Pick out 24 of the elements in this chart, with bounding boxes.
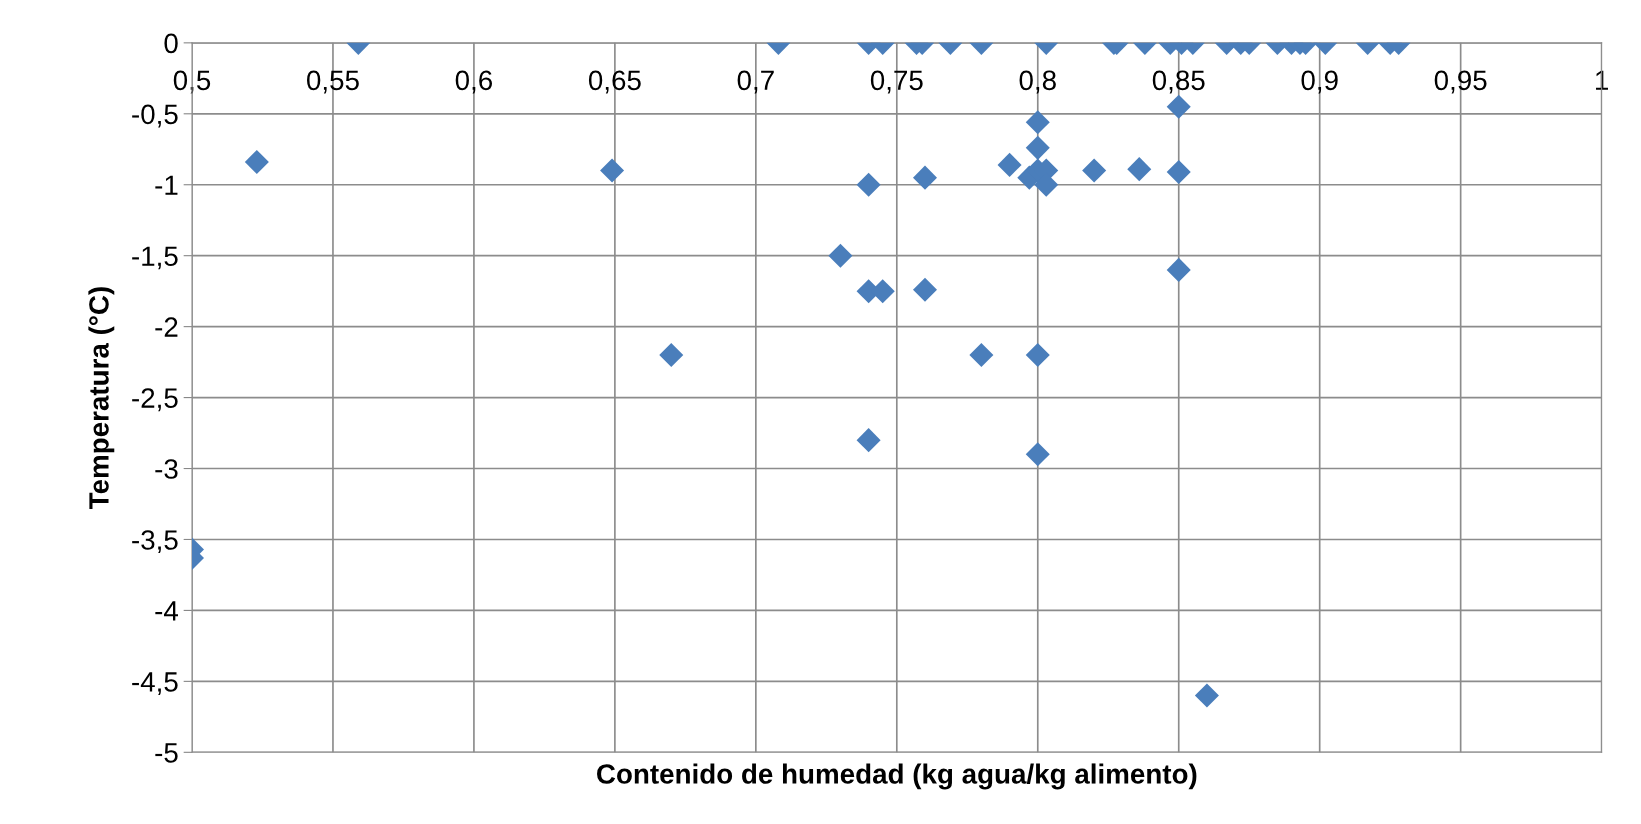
x-tick-label: 0,85 [1152, 70, 1205, 94]
y-tick-label: -3 [155, 459, 178, 479]
x-tick-label: 1 [1596, 70, 1608, 90]
y-tick-label: -1 [155, 175, 178, 195]
x-tick-label: 0,7 [737, 70, 774, 94]
y-tick-label: -5 [155, 743, 178, 763]
x-tick-label: 0,95 [1434, 70, 1487, 94]
y-tick-label: -2,5 [132, 388, 178, 412]
y-tick-label: -2 [155, 317, 178, 337]
x-tick-label: 0,65 [588, 70, 641, 94]
y-tick-label: -4,5 [132, 672, 178, 695]
x-tick-label: 0,8 [1019, 70, 1056, 94]
y-tick-label: -3,5 [132, 530, 178, 554]
y-tick-label: -0,5 [132, 104, 178, 128]
x-tick-label: 0,5 [173, 70, 211, 94]
x-tick-label: 0,75 [870, 70, 923, 94]
x-axis-title: Contenido de humedad (kg agua/kg alimento) [597, 763, 1197, 790]
x-tick-label: 0,6 [455, 70, 493, 94]
x-tick-label: 0,55 [307, 70, 359, 94]
y-tick-label: 0 [164, 33, 178, 54]
y-axis-title: Temperatura (°C) [88, 287, 115, 510]
y-tick-label: -4 [155, 601, 178, 621]
x-tick-label: 0,9 [1301, 70, 1338, 94]
y-tick-label: -1,5 [132, 246, 178, 270]
